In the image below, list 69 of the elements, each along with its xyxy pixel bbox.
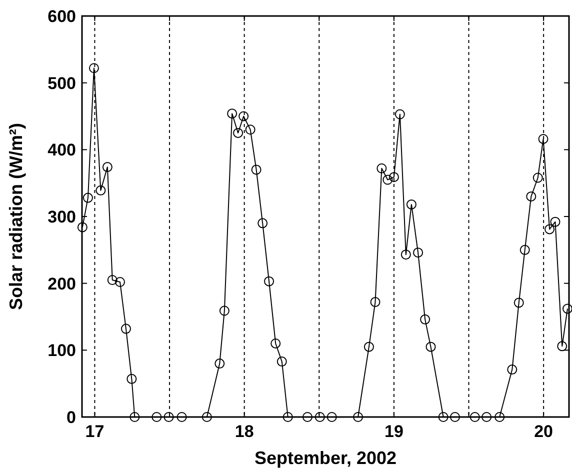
y-tick-label: 300: [48, 207, 76, 226]
point: [538, 134, 548, 144]
point: [388, 172, 399, 182]
point: [394, 109, 405, 120]
point: [364, 342, 374, 352]
point: [302, 412, 312, 422]
y-tick-label: 400: [48, 140, 76, 160]
point: [82, 192, 93, 203]
point: [233, 128, 244, 138]
point: [130, 412, 140, 422]
point: [238, 111, 249, 122]
point: [107, 274, 118, 285]
y-axis-title: Solar radiation (W/m²): [6, 122, 26, 310]
point: [482, 412, 492, 422]
point: [276, 356, 287, 367]
point: [102, 162, 112, 172]
point: [420, 314, 430, 324]
point: [550, 216, 560, 227]
point: [514, 298, 524, 308]
point: [526, 191, 536, 202]
point: [270, 338, 281, 348]
point: [520, 244, 530, 255]
x-tick-label: 19: [384, 422, 404, 441]
point: [507, 364, 518, 375]
y-tick-label: 500: [48, 74, 76, 93]
point: [413, 248, 424, 258]
point: [214, 358, 225, 369]
point: [96, 185, 106, 196]
point: [557, 341, 568, 352]
y-tick-label: 200: [48, 274, 76, 294]
point: [126, 374, 137, 384]
y-tick-label: 0: [66, 408, 76, 427]
point: [219, 306, 230, 316]
point: [450, 412, 460, 422]
point: [227, 108, 238, 119]
point: [152, 412, 162, 422]
point: [176, 412, 187, 422]
point: [264, 276, 274, 286]
point: [382, 174, 393, 185]
point: [115, 276, 125, 287]
point: [258, 218, 268, 228]
point: [370, 297, 380, 308]
point: [470, 412, 480, 422]
x-tick-label: 17: [85, 422, 104, 441]
point: [326, 412, 337, 422]
point: [314, 412, 325, 422]
point: [532, 172, 543, 183]
point: [438, 412, 448, 422]
point: [251, 164, 262, 175]
y-tick-label: 100: [48, 341, 76, 360]
x-tick-label: 18: [234, 422, 254, 441]
point: [426, 342, 436, 352]
point: [353, 412, 364, 422]
point: [400, 250, 411, 260]
point: [376, 163, 387, 174]
point: [202, 412, 212, 422]
x-axis-title: September, 2002: [254, 448, 397, 468]
point: [77, 222, 88, 232]
y-tick-label: 600: [48, 6, 76, 26]
point: [245, 124, 256, 135]
point: [562, 304, 572, 314]
point: [164, 412, 174, 422]
point: [494, 412, 505, 422]
point: [120, 324, 131, 334]
point: [544, 224, 555, 234]
x-tick-label: 20: [534, 422, 554, 441]
point: [282, 412, 293, 422]
point: [88, 63, 99, 74]
point: [406, 199, 416, 210]
